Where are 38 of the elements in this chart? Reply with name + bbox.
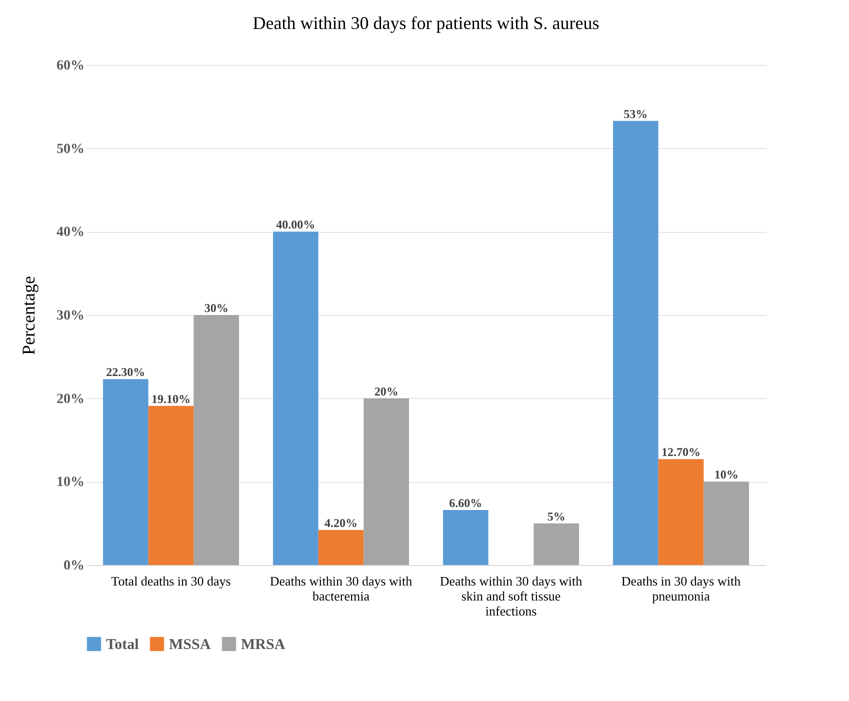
legend-label: Total <box>106 637 139 653</box>
y-tick-label: 40% <box>56 225 84 240</box>
x-tick-label: Deaths within 30 days with bacteremia <box>270 574 413 604</box>
y-tick-label: 20% <box>56 392 84 407</box>
data-label: 19.10% <box>152 392 190 406</box>
y-tick-label: 0% <box>64 558 84 574</box>
bar <box>613 120 658 565</box>
bar <box>103 379 148 565</box>
x-tick-label: Total deaths in 30 days <box>111 574 231 588</box>
bar <box>148 406 194 565</box>
bar <box>194 315 239 565</box>
data-label: 4.20% <box>324 516 358 530</box>
data-label: 10% <box>714 468 738 482</box>
data-label: 53% <box>624 106 648 121</box>
y-tick-label: 50% <box>56 142 84 157</box>
bar <box>273 232 318 565</box>
data-label: 30% <box>204 301 228 315</box>
y-tick-label: 30% <box>56 308 84 324</box>
bar <box>318 530 364 565</box>
chart-title: Death within 30 days for patients with S. aureus <box>252 13 600 33</box>
y-tick-label: 60% <box>56 58 84 74</box>
data-label: 6.60% <box>449 496 482 510</box>
legend-label: MRSA <box>241 637 286 653</box>
legend-label: MSSA <box>169 637 211 653</box>
x-tick-label: Deaths within 30 days with skin and soft tissue infections <box>440 574 583 618</box>
data-label: 12.70% <box>662 445 700 460</box>
bar <box>364 398 409 565</box>
bar <box>534 523 579 565</box>
bar <box>704 482 749 565</box>
data-label: 20% <box>374 384 398 398</box>
data-label: 40.00% <box>276 218 316 232</box>
bar <box>443 510 488 565</box>
data-label: 5% <box>547 509 566 524</box>
y-axis-title: Percentage <box>18 276 38 355</box>
x-tick-label: Deaths in 30 days with pneumonia <box>621 574 742 604</box>
bar <box>658 459 704 565</box>
y-tick-label: 10% <box>56 475 84 490</box>
data-label: 22.30% <box>106 365 146 380</box>
